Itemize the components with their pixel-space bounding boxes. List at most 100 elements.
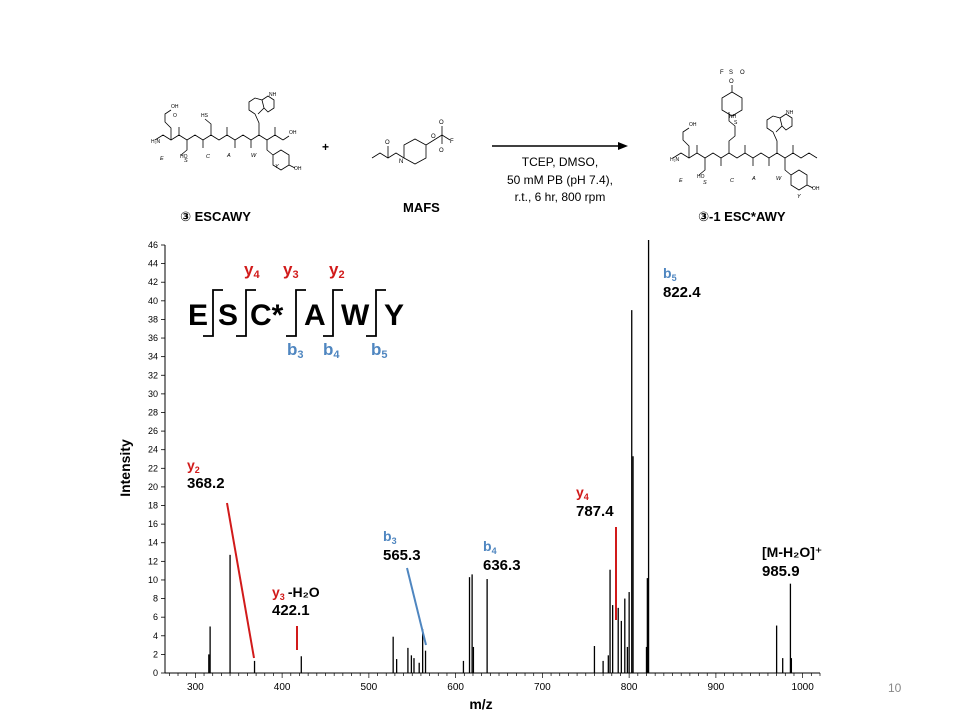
svg-text:OH: OH (171, 104, 179, 110)
x-tick-label: 700 (534, 682, 551, 693)
page-number: 10 (888, 681, 902, 695)
b-ion-labels: b3 b4 b5 (287, 340, 388, 361)
product-residue-letters: E S C A W Y (679, 176, 801, 200)
svg-text:O: O (439, 120, 444, 126)
y-tick-label: 14 (148, 538, 158, 548)
svg-text:E: E (679, 178, 683, 184)
y-tick-label: 30 (148, 389, 158, 399)
svg-text:A: A (226, 153, 231, 159)
y-tick-label: 12 (148, 556, 158, 566)
x-tick-label: 800 (621, 682, 638, 693)
annotation-ion: b4 (483, 538, 497, 556)
annotation-y3-h2o: y3 -H₂O 422.1 (272, 584, 320, 650)
svg-text:Y: Y (275, 164, 279, 170)
plus-sign: + (322, 140, 329, 154)
residue: Y (384, 299, 404, 332)
x-tick-label: 1000 (792, 682, 815, 693)
y-tick-label: 34 (148, 352, 158, 362)
svg-text:OH: OH (689, 122, 697, 128)
annotation-ion: b3 (383, 528, 397, 546)
annotation-leader (226, 502, 255, 659)
svg-text:A: A (751, 176, 756, 182)
y-tick-label: 40 (148, 296, 158, 306)
reactant-structure (154, 95, 296, 171)
residue: A (304, 299, 326, 332)
y-tick-label: 22 (148, 463, 158, 473)
reactant-residue-letters: E S C A W Y (160, 153, 279, 170)
sequence-fragment-map: y4 y3 y2 E S C* A W Y b3 b4 b5 (188, 260, 404, 361)
annotation-ion: y2 (187, 457, 200, 475)
svg-text:O: O (729, 79, 734, 85)
svg-text:NH: NH (729, 114, 737, 120)
svg-text:Y: Y (797, 194, 801, 200)
seq-b-label: b5 (371, 340, 388, 361)
x-tick-label: 500 (361, 682, 378, 693)
annotation-ion: b5 (663, 265, 677, 283)
annotation-precursor: [M-H₂O]⁺ 985.9 (762, 544, 822, 580)
y-tick-label: 8 (153, 594, 158, 604)
cleavage-brackets (203, 289, 386, 337)
annotation-leader (406, 567, 427, 646)
svg-text:N: N (399, 159, 403, 165)
svg-text:OH: OH (812, 186, 820, 192)
y-tick-label: 10 (148, 575, 158, 585)
annotation-b3: b3 565.3 (383, 528, 427, 646)
seq-y-label: y4 (244, 260, 260, 281)
svg-text:E: E (160, 156, 164, 162)
annotation-b5: b5 822.4 (663, 265, 701, 301)
svg-text:C: C (206, 154, 210, 160)
y-tick-label: 2 (153, 649, 158, 659)
y-tick-label: 0 (153, 668, 158, 678)
annotation-ion: [M-H₂O]⁺ (762, 544, 822, 560)
x-axis-ticks: 300 400 500 600 700 800 900 1000 (168, 673, 821, 693)
annotation-b4: b4 636.3 (483, 538, 521, 574)
reactant-atom-labels: OH O H₂N HO HS NH OH OH (151, 92, 302, 172)
svg-text:NH: NH (269, 92, 277, 98)
svg-text:S: S (729, 70, 733, 76)
svg-text:C: C (730, 178, 734, 184)
annotation-ion: y3 -H₂O (272, 584, 320, 602)
y-tick-label: 26 (148, 426, 158, 436)
y-axis-label: Intensity (117, 439, 133, 497)
svg-text:W: W (251, 153, 257, 159)
svg-text:H₂N: H₂N (670, 157, 680, 163)
reagent-structure (371, 126, 451, 165)
annotation-value: 822.4 (663, 284, 701, 301)
svg-text:F: F (720, 70, 724, 76)
residue: C* (250, 299, 284, 332)
peak-annotations: y2 368.2 y3 -H₂O 422.1 b3 565.3 b4 636.3 … (187, 265, 822, 659)
annotation-value: 636.3 (483, 557, 521, 574)
x-tick-label: 600 (447, 682, 464, 693)
svg-text:O: O (173, 113, 177, 119)
annotation-value: 565.3 (383, 547, 421, 564)
annotation-value: 368.2 (187, 475, 225, 492)
y-axis-ticks: 0246810121416182022242628303234363840424… (148, 240, 165, 678)
seq-y-label: y2 (329, 260, 345, 281)
svg-text:S: S (734, 120, 738, 126)
reagent-atom-labels: ON OO OF (385, 120, 454, 165)
y-tick-label: 18 (148, 501, 158, 511)
product-structure (672, 85, 818, 191)
annotation-y2: y2 368.2 (187, 457, 255, 659)
x-axis-label: m/z (469, 696, 492, 712)
reaction-arrow (492, 142, 628, 150)
y-tick-label: 46 (148, 240, 158, 250)
y-tick-label: 6 (153, 612, 158, 622)
peak-series (208, 240, 793, 673)
y-tick-label: 32 (148, 370, 158, 380)
y-tick-label: 4 (153, 631, 158, 641)
svg-text:O: O (439, 148, 444, 154)
svg-text:r.t., 6 hr, 800 rpm: r.t., 6 hr, 800 rpm (515, 190, 606, 204)
sequence-residues: E S C* A W Y (188, 299, 404, 332)
x-tick-label: 400 (274, 682, 291, 693)
y-tick-label: 38 (148, 314, 158, 324)
y-tick-label: 16 (148, 519, 158, 529)
seq-y-label: y3 (283, 260, 299, 281)
svg-text:S: S (703, 180, 707, 186)
svg-text:S: S (184, 158, 188, 164)
x-tick-label: 900 (708, 682, 725, 693)
ms-spectrum-chart: 0246810121416182022242628303234363840424… (117, 240, 821, 712)
svg-text:O: O (385, 140, 390, 146)
